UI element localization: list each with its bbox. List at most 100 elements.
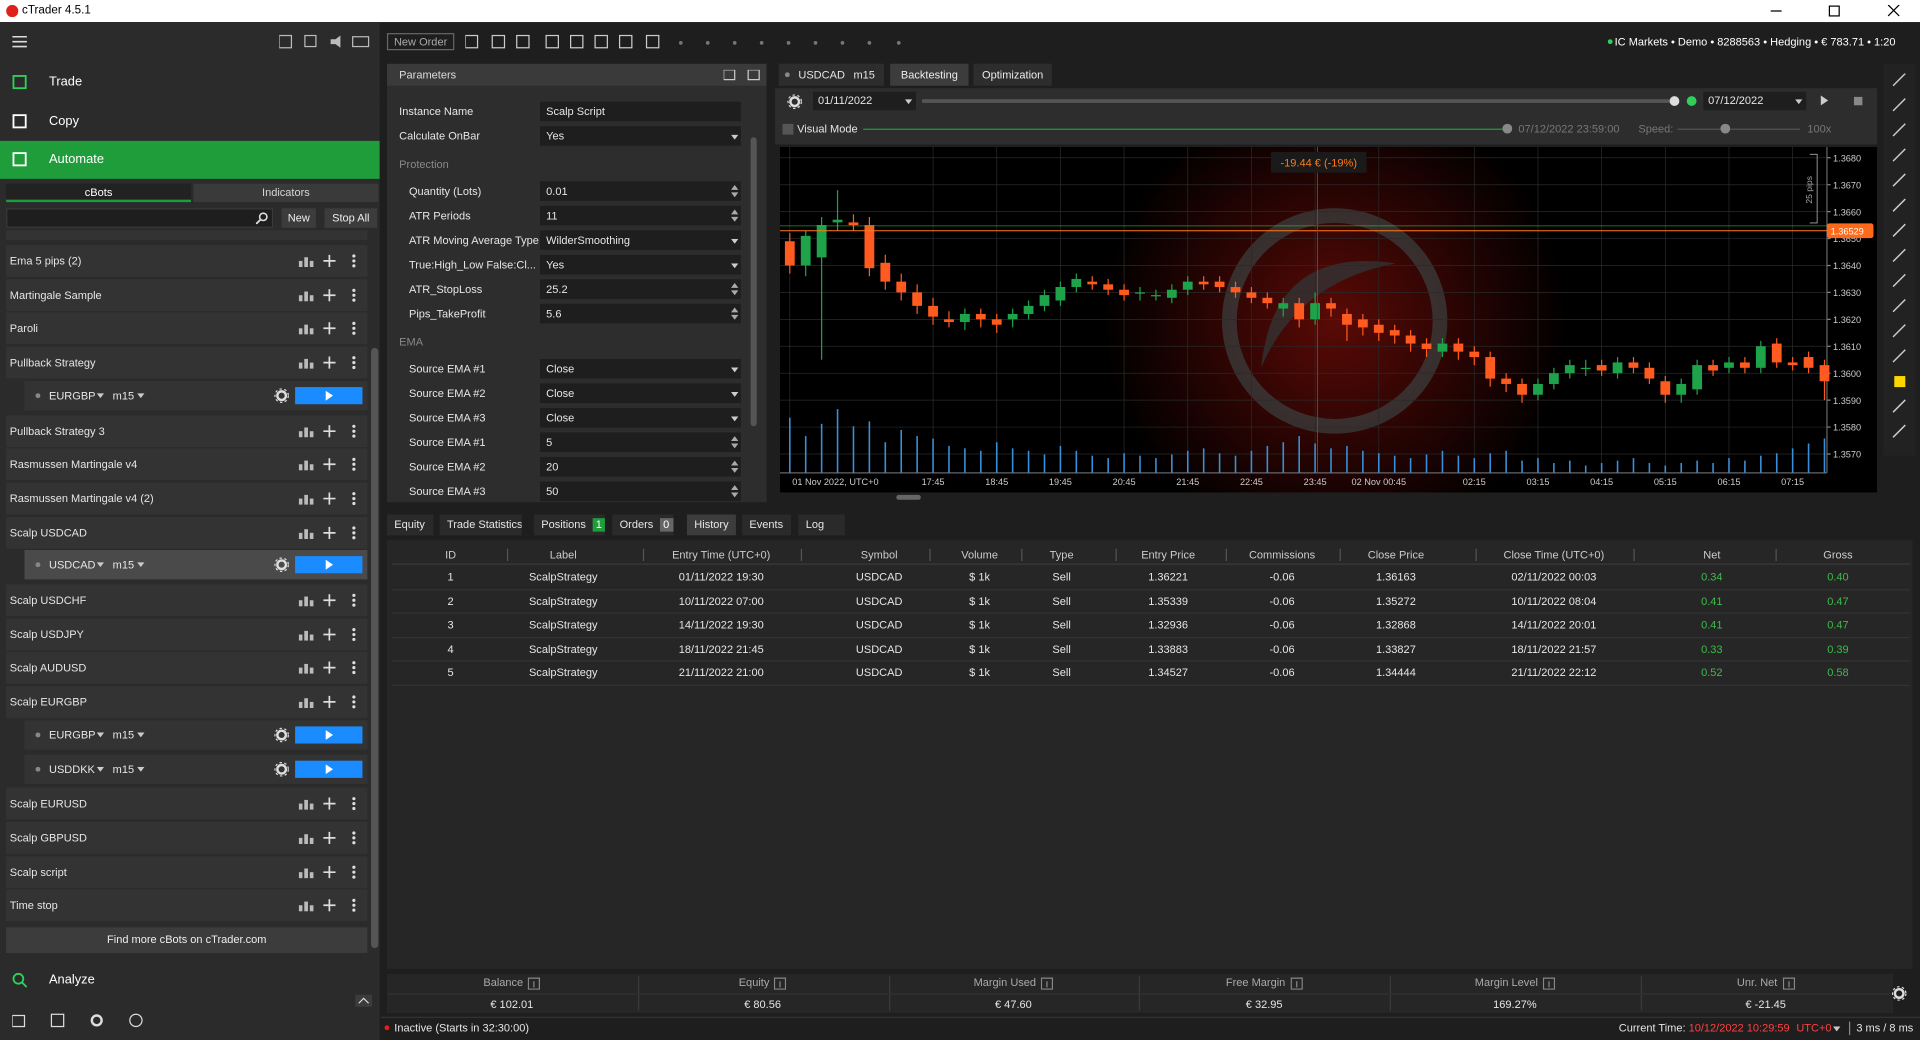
parameter-field[interactable] xyxy=(540,279,741,299)
parameter-field[interactable] xyxy=(540,101,741,122)
icon-part xyxy=(352,525,356,539)
bot-add-icon[interactable] xyxy=(323,594,343,614)
bot-menu-icon[interactable] xyxy=(351,593,371,613)
play-button[interactable] xyxy=(1820,95,1840,116)
bottom-tab[interactable]: Equity xyxy=(386,514,434,536)
bot-menu-icon[interactable] xyxy=(351,695,371,715)
icon-part xyxy=(274,388,289,403)
bot-menu-icon[interactable] xyxy=(351,423,371,443)
bot-add-icon[interactable] xyxy=(323,526,343,546)
visual-mode-checkbox[interactable] xyxy=(782,123,802,144)
find-more-button[interactable]: Find more cBots on cTrader.com xyxy=(6,927,368,954)
sidebar-button[interactable]: Stop All xyxy=(324,208,378,228)
bot-menu-icon[interactable] xyxy=(351,321,371,341)
analyze-row[interactable] xyxy=(0,962,380,998)
bottom-tab[interactable]: Events xyxy=(742,514,792,536)
nav-item[interactable] xyxy=(0,63,380,101)
instance-settings[interactable] xyxy=(274,727,294,747)
instance-settings[interactable] xyxy=(274,388,294,408)
chart-mode-tab[interactable]: Optimization xyxy=(973,63,1052,86)
chart-mode-tab[interactable]: Backtesting xyxy=(890,63,969,86)
search-input[interactable] xyxy=(6,208,274,228)
start-date-field[interactable]: 01/11/2022 xyxy=(813,91,916,111)
bot-menu-icon[interactable] xyxy=(351,830,371,850)
candle-body xyxy=(1310,303,1321,320)
instance-settings[interactable] xyxy=(274,557,294,578)
candle-body xyxy=(800,235,811,266)
chart-tab[interactable] xyxy=(778,63,885,86)
bottom-tab[interactable]: Positions 1 xyxy=(533,514,605,536)
parameter-field[interactable] xyxy=(540,407,741,428)
bot-add-icon[interactable] xyxy=(323,492,343,512)
end-date-field[interactable]: 07/12/2022 xyxy=(1703,91,1807,111)
icon-part xyxy=(1892,72,1906,87)
bot-add-icon[interactable] xyxy=(323,899,343,919)
bot-menu-icon[interactable] xyxy=(351,491,371,511)
caret xyxy=(137,562,157,583)
bot-add-icon[interactable] xyxy=(323,458,343,478)
tab-label: History xyxy=(694,518,729,531)
parameter-field[interactable] xyxy=(540,383,741,404)
bot-menu-icon[interactable] xyxy=(351,287,371,307)
new-order-button[interactable]: New Order xyxy=(386,33,455,51)
table-cell: 1.32936 xyxy=(1148,618,1189,631)
parameter-field[interactable] xyxy=(540,254,741,275)
backtest-settings[interactable] xyxy=(787,94,807,114)
bot-add-icon[interactable] xyxy=(323,865,343,886)
bottom-tab[interactable]: Trade Statistics xyxy=(439,514,522,536)
nav-item[interactable] xyxy=(0,140,380,179)
sidebar-button[interactable]: New xyxy=(281,208,316,228)
bot-menu-icon[interactable] xyxy=(351,355,371,375)
collapse-icon xyxy=(355,994,375,1015)
bottom-tab[interactable]: Log xyxy=(798,514,845,536)
bot-menu-icon[interactable] xyxy=(351,525,371,545)
menu-icon[interactable] xyxy=(12,35,32,56)
bot-add-icon[interactable] xyxy=(323,424,343,444)
nav-item[interactable] xyxy=(0,102,380,140)
parameter-field[interactable] xyxy=(540,303,741,324)
bottom-tab[interactable]: Orders 0 xyxy=(612,514,674,536)
bot-instances-icon xyxy=(298,458,319,478)
status-bar xyxy=(380,1016,1920,1040)
bot-add-icon[interactable] xyxy=(323,288,343,309)
parameter-field[interactable] xyxy=(540,481,741,502)
bot-add-icon[interactable] xyxy=(323,356,343,377)
bot-add-icon[interactable] xyxy=(323,695,343,716)
range-track xyxy=(922,99,1676,103)
bot-add-icon[interactable] xyxy=(323,628,343,648)
parameter-field[interactable] xyxy=(540,205,741,226)
bot-add-icon[interactable] xyxy=(323,661,343,682)
candle-body xyxy=(1103,284,1114,290)
bot-add-icon[interactable] xyxy=(323,322,343,343)
icon-part xyxy=(352,899,356,913)
parameter-field[interactable] xyxy=(540,456,741,477)
stop-button[interactable] xyxy=(1853,96,1874,117)
parameter-field[interactable] xyxy=(540,230,741,250)
icon-part xyxy=(12,152,27,167)
sidebar-tab[interactable]: Indicators xyxy=(193,183,379,203)
icon-part xyxy=(298,868,314,878)
icon-part xyxy=(1820,95,1829,106)
instance-settings[interactable] xyxy=(274,761,294,781)
bot-add-icon[interactable] xyxy=(323,831,343,852)
instance-timeframe: m15 xyxy=(112,389,135,402)
bot-menu-icon[interactable] xyxy=(351,627,371,647)
bot-menu-icon[interactable] xyxy=(351,796,371,816)
watermark-swoosh xyxy=(1261,260,1396,368)
timezone[interactable]: UTC+0 xyxy=(1796,1021,1832,1034)
summary-settings[interactable] xyxy=(1891,986,1912,1006)
bot-menu-icon[interactable] xyxy=(351,864,371,884)
parameter-field[interactable] xyxy=(540,181,741,201)
table-cell: 1 xyxy=(447,570,454,584)
bot-add-icon[interactable] xyxy=(323,254,343,275)
parameter-field[interactable] xyxy=(540,358,741,379)
bottom-tab[interactable]: History xyxy=(686,514,736,536)
bot-menu-icon[interactable] xyxy=(351,254,371,274)
bot-menu-icon[interactable] xyxy=(351,898,371,918)
bot-menu-icon[interactable] xyxy=(351,457,371,477)
parameter-field[interactable] xyxy=(540,432,741,453)
bot-menu-icon[interactable] xyxy=(351,661,371,681)
parameter-field[interactable] xyxy=(540,126,741,146)
sidebar-tab[interactable]: cBots xyxy=(6,183,192,203)
bot-add-icon[interactable] xyxy=(323,797,343,818)
